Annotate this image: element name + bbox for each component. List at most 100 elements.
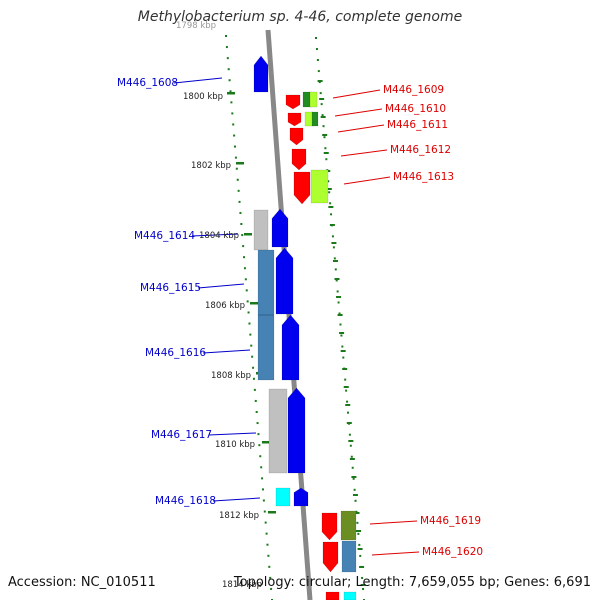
scale-dot-left: [226, 57, 229, 60]
scale-dot-right: [321, 114, 324, 117]
label-leader-line: [337, 124, 385, 133]
label-leader-line: [343, 176, 391, 185]
scale-dot-left: [236, 178, 239, 181]
scale-label: 1804 kbp: [199, 231, 239, 241]
scale-dot-left: [261, 477, 264, 480]
scale-dot-left: [250, 344, 253, 347]
scale-dot-right: [337, 301, 340, 304]
gene-features: [253, 55, 357, 601]
label-leader-line: [334, 108, 383, 117]
scale-tick-minor: [342, 368, 348, 370]
gene-label-reverse: M446_1611: [387, 119, 448, 131]
gene-reverse-arrow: [285, 94, 301, 110]
scale-dot-right: [339, 323, 342, 326]
scale-dot-right: [338, 312, 341, 315]
scale-dot-right: [329, 202, 332, 205]
label-leader-line: [369, 520, 418, 525]
scale-tick-minor: [323, 152, 329, 154]
scale-dot-left: [235, 167, 238, 170]
scale-dot-right: [352, 477, 355, 480]
scale-dot-left: [232, 123, 235, 126]
gene-labels: M446_1608 M446_1614 M446_1615 M446_1616 M446…: [117, 77, 483, 558]
scale-dot-right: [332, 246, 335, 249]
scale-dot-left: [233, 134, 236, 137]
gene-label-reverse: M446_1613: [393, 171, 454, 183]
scale-tick-minor: [336, 296, 342, 298]
scale-dot-left: [267, 554, 270, 557]
gene-reverse-arrow: [289, 127, 304, 146]
gene-reverse-arrow: [325, 591, 340, 601]
scale-dot-left: [264, 521, 267, 524]
gene-homolog-block: [310, 169, 329, 204]
scale-dot-left: [270, 587, 273, 590]
scale-dot-right: [358, 543, 361, 546]
scale-dot-right: [331, 235, 334, 238]
scale-dot-left: [247, 311, 250, 314]
scale-tick-minor: [319, 98, 325, 100]
scale-tick-minor: [326, 188, 332, 190]
scale-labels: 1800 kbp 1802 kbp 1804 kbp 1806 kbp 1808 kbp…: [176, 21, 262, 590]
scale-tick-major: [227, 92, 235, 95]
scale-dot-left: [249, 333, 252, 336]
scale-dot-left: [252, 377, 255, 380]
scale-dot-right: [349, 444, 352, 447]
scale-dot-right: [330, 213, 333, 216]
scale-dot-right: [315, 37, 317, 39]
scale-tick-minor: [345, 404, 351, 406]
scale-tick-minor: [320, 116, 326, 118]
scale-tick-minor: [337, 314, 343, 316]
scale-dot-left: [242, 245, 245, 248]
scale-dot-left: [253, 388, 256, 391]
scale-dot-right: [362, 587, 365, 590]
scale-dot-left: [231, 112, 234, 115]
scale-dot-right: [328, 191, 331, 194]
scale-dot-right: [361, 576, 364, 579]
scale-dot-left: [251, 355, 254, 358]
scale-tick-major: [250, 302, 258, 305]
scale-tick-minor: [322, 134, 328, 136]
scale-dot-left: [230, 101, 233, 104]
scale-dot-right: [336, 290, 339, 293]
scale-dot-right: [322, 125, 325, 128]
scale-dot-left: [234, 145, 237, 148]
scale-dot-right: [351, 466, 354, 469]
scale-tick-minor: [346, 422, 352, 424]
scale-dot-right: [323, 136, 326, 139]
scale-dot-left: [244, 278, 247, 281]
label-leader-line: [202, 349, 251, 354]
gene-homolog-block: [309, 91, 318, 108]
scale-label: 1812 kbp: [219, 511, 259, 521]
scale-dot-left: [269, 576, 272, 579]
scale-dot-right: [334, 268, 337, 271]
accession-label: Accession: NC_010511: [8, 575, 156, 590]
gene-label-reverse: M446_1609: [383, 84, 444, 96]
scale-tick-minor: [359, 566, 365, 568]
scale-tick-minor: [349, 458, 355, 460]
gene-forward-arrow: [271, 208, 289, 248]
scale-dot-left: [258, 444, 261, 447]
label-leader-line: [212, 497, 261, 502]
gene-label-reverse: M446_1620: [422, 546, 483, 558]
label-leader-line: [371, 551, 420, 556]
scale-dot-right: [320, 103, 323, 106]
label-leader-line: [332, 89, 381, 99]
scale-dot-right: [325, 158, 328, 161]
scale-dot-left: [225, 35, 227, 37]
gene-reverse-arrow: [322, 541, 339, 573]
scale-dot-left: [227, 68, 230, 71]
scale-dot-right: [347, 411, 349, 414]
scale-dot-right: [357, 532, 360, 535]
scale-dot-left: [248, 322, 251, 325]
scale-tick-minor: [357, 548, 363, 550]
gene-reverse-arrow: [287, 112, 302, 127]
scale-dot-right: [344, 378, 347, 381]
scale-dot-left: [255, 411, 258, 413]
scale-dot-right: [345, 389, 348, 392]
scale-dot-right: [355, 510, 358, 513]
scale-dot-left: [268, 565, 271, 568]
scale-dot-right: [324, 147, 327, 150]
scale-dot-right: [333, 257, 336, 260]
scale-label: 1810 kbp: [215, 440, 255, 450]
scale-dot-left: [245, 289, 248, 292]
